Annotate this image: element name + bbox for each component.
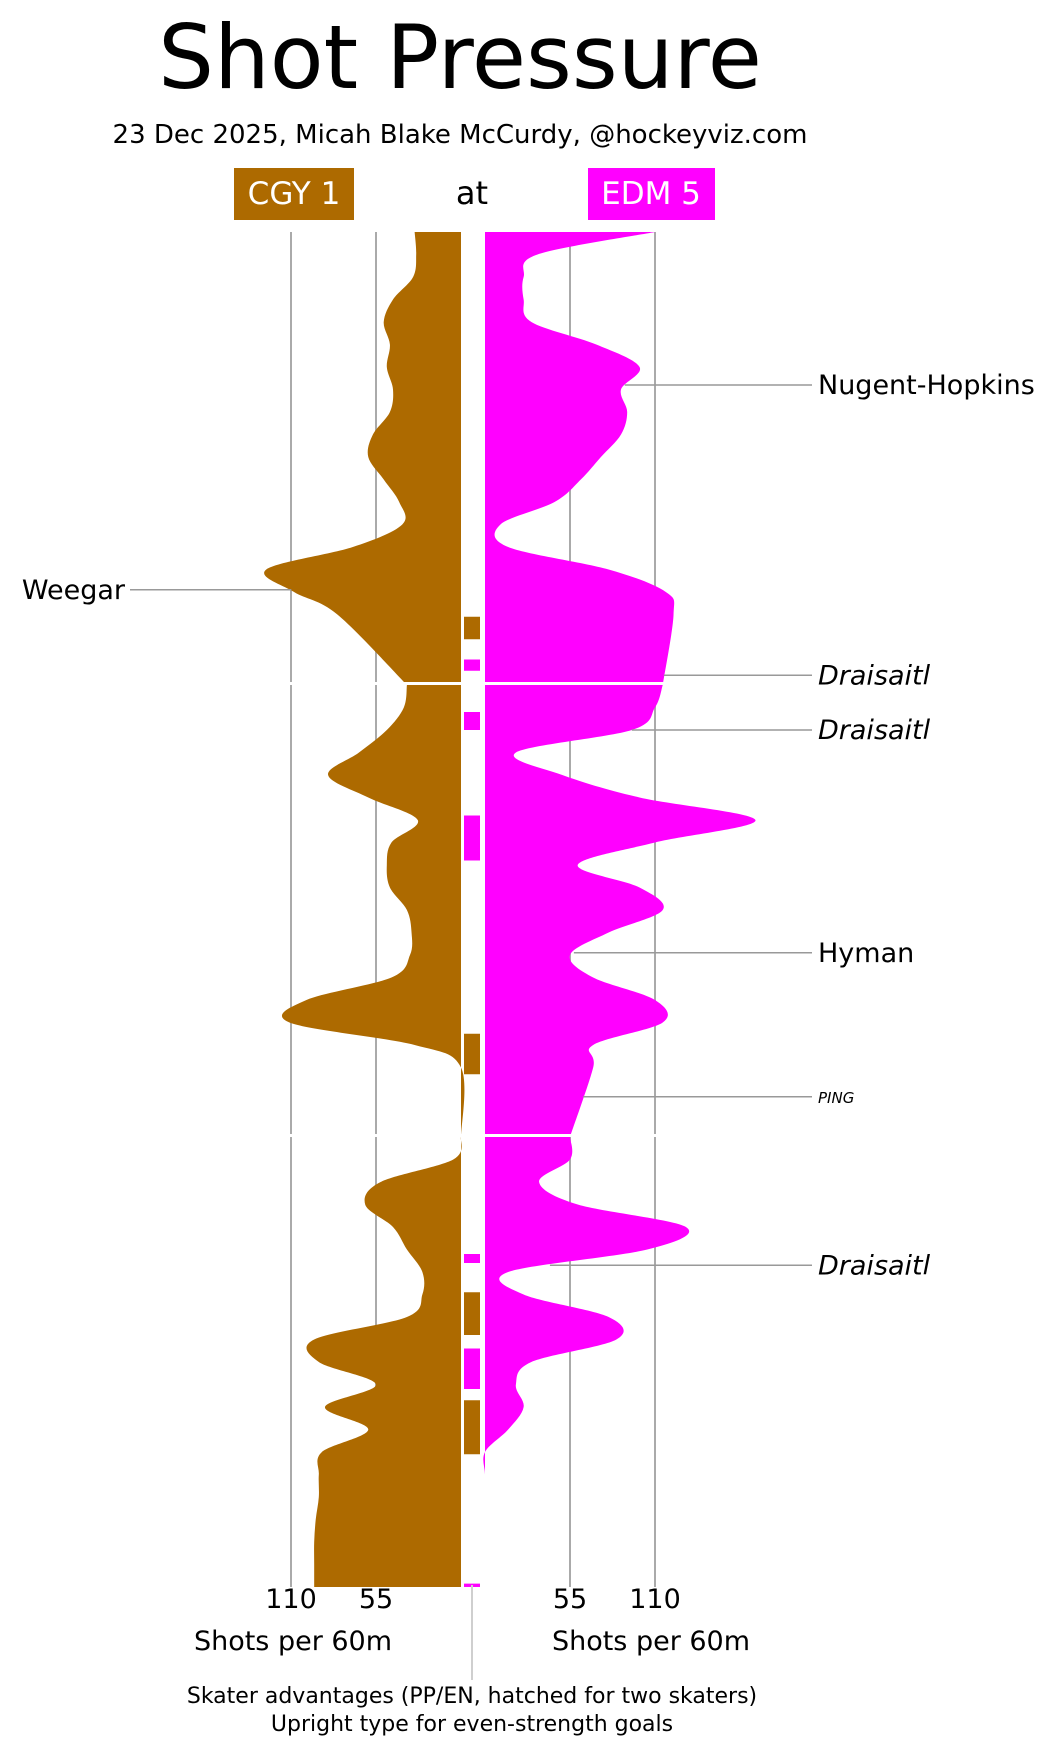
skater-advantage-bar [464, 1348, 480, 1389]
pressure-area-left-period-2 [281, 685, 465, 1137]
chart-title: Shot Pressure [158, 6, 762, 109]
pressure-area-right-period-2 [485, 685, 756, 1137]
home-team-label: EDM 5 [601, 176, 701, 212]
goal-scorer-label: PING [818, 1089, 854, 1107]
footer-note-1: Skater advantages (PP/EN, hatched for tw… [187, 1684, 757, 1709]
x-tick-label-left-55: 55 [359, 1584, 393, 1615]
skater-advantage-bar [464, 1292, 480, 1335]
skater-advantage-bar [464, 712, 480, 730]
goal-annotation: Nugent-Hopkins [624, 370, 1035, 401]
goal-scorer-label: Draisaitl [818, 715, 931, 746]
goal-annotation: Draisaitl [549, 1250, 931, 1281]
home-team-badge: EDM 5 [588, 168, 715, 220]
chart-subtitle: 23 Dec 2025, Micah Blake McCurdy, @hocke… [113, 120, 808, 150]
goal-scorer-label: Draisaitl [818, 660, 931, 691]
goal-scorer-label: Hyman [818, 938, 914, 969]
goal-scorer-label: Draisaitl [818, 1250, 931, 1281]
goal-annotation: PING [583, 1089, 854, 1107]
period-divider-1 [200, 682, 760, 685]
skater-advantage-bar [464, 1400, 480, 1455]
footer-note-2: Upright type for even-strength goals [271, 1712, 673, 1737]
skater-advantage-bar [464, 616, 480, 640]
skater-advantage-bars [464, 616, 480, 1587]
pressure-area-left-period-1 [264, 232, 461, 685]
skater-advantage-bar [464, 1033, 480, 1075]
at-label: at [456, 174, 488, 212]
skater-advantage-bar [464, 1254, 480, 1263]
x-tick-label-right-110: 110 [629, 1584, 681, 1615]
x-tick-label-right-55: 55 [553, 1584, 587, 1615]
away-team-badge-bg [234, 168, 354, 220]
away-team-badge: CGY 1 [234, 168, 354, 220]
goal-annotation: Draisaitl [631, 715, 931, 746]
x-axis-ticks: 55 55 110 110 [265, 1584, 681, 1615]
pressure-areas [264, 232, 756, 1587]
skater-advantage-bar [464, 815, 480, 861]
home-team-badge-bg [588, 168, 715, 220]
goal-annotation: Draisaitl [663, 660, 931, 691]
goal-annotation: Hyman [573, 938, 914, 969]
skater-advantage-bar [464, 659, 480, 671]
pressure-area-right-period-1 [485, 232, 675, 685]
away-team-label: CGY 1 [248, 176, 341, 212]
x-axis-label-left: Shots per 60m [194, 1626, 392, 1657]
pressure-area-right-period-3 [483, 1137, 690, 1587]
goal-annotation: Weegar [22, 575, 292, 606]
pressure-area-left-period-3 [306, 1137, 462, 1587]
goal-scorer-label: Nugent-Hopkins [818, 370, 1035, 401]
period-divider-2 [200, 1134, 760, 1137]
x-tick-label-left-110: 110 [265, 1584, 317, 1615]
x-axis-label-right: Shots per 60m [552, 1626, 750, 1657]
goal-annotations: Nugent-Hopkins Weegar Draisaitl Draisaitl Hy… [22, 370, 1035, 1281]
period-dividers [200, 682, 760, 1137]
goal-scorer-label: Weegar [22, 575, 126, 606]
